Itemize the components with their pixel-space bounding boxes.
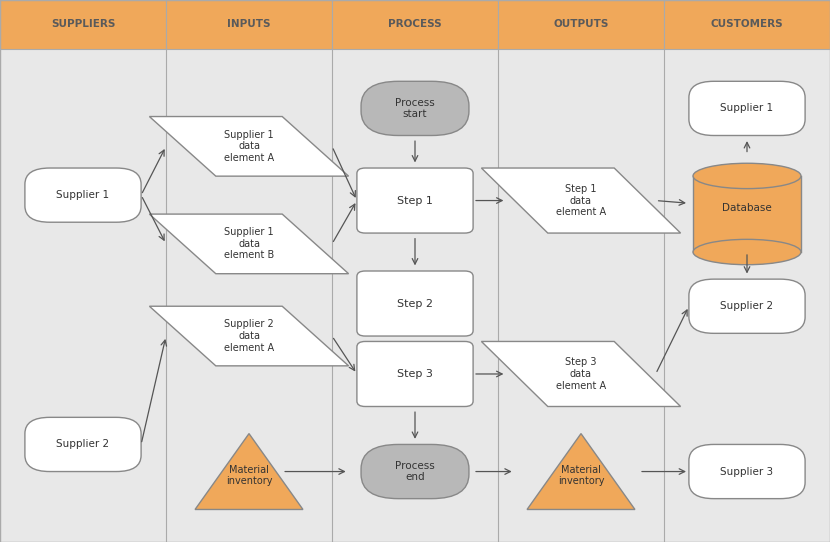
FancyBboxPatch shape	[361, 81, 469, 136]
Text: SUPPLIERS: SUPPLIERS	[51, 20, 115, 29]
FancyBboxPatch shape	[25, 417, 141, 472]
Polygon shape	[195, 434, 303, 509]
Text: Supplier 3: Supplier 3	[720, 467, 774, 476]
Ellipse shape	[693, 240, 801, 264]
Text: Supplier 1
data
element A: Supplier 1 data element A	[224, 130, 274, 163]
FancyBboxPatch shape	[25, 168, 141, 222]
Text: CUSTOMERS: CUSTOMERS	[710, 20, 784, 29]
Text: OUTPUTS: OUTPUTS	[554, 20, 608, 29]
Text: INPUTS: INPUTS	[227, 20, 271, 29]
Polygon shape	[481, 168, 681, 233]
Ellipse shape	[693, 163, 801, 189]
Polygon shape	[149, 214, 349, 274]
FancyBboxPatch shape	[357, 341, 473, 406]
Polygon shape	[149, 117, 349, 176]
Text: Process
start: Process start	[395, 98, 435, 119]
Text: Material
inventory: Material inventory	[558, 464, 604, 486]
Text: Step 1: Step 1	[397, 196, 433, 205]
Text: Supplier 2
data
element A: Supplier 2 data element A	[224, 319, 274, 353]
Bar	[0, 0, 166, 49]
Text: Step 2: Step 2	[397, 299, 433, 308]
Text: PROCESS: PROCESS	[388, 20, 442, 29]
Bar	[166, 0, 332, 49]
Text: Supplier 1
data
element B: Supplier 1 data element B	[224, 227, 274, 261]
Text: Supplier 1: Supplier 1	[56, 190, 110, 200]
Text: Material
inventory: Material inventory	[226, 464, 272, 486]
Text: Database: Database	[722, 203, 772, 213]
Text: Step 3
data
element A: Step 3 data element A	[556, 357, 606, 391]
FancyBboxPatch shape	[689, 279, 805, 333]
Bar	[664, 0, 830, 49]
Bar	[498, 0, 664, 49]
FancyBboxPatch shape	[357, 168, 473, 233]
Polygon shape	[481, 341, 681, 406]
Polygon shape	[149, 306, 349, 366]
FancyBboxPatch shape	[689, 444, 805, 499]
Text: Step 1
data
element A: Step 1 data element A	[556, 184, 606, 217]
Text: Supplier 2: Supplier 2	[720, 301, 774, 311]
Text: Supplier 2: Supplier 2	[56, 440, 110, 449]
Text: Process
end: Process end	[395, 461, 435, 482]
Bar	[332, 0, 498, 49]
Polygon shape	[527, 434, 635, 509]
Text: Step 3: Step 3	[397, 369, 433, 379]
FancyBboxPatch shape	[361, 444, 469, 499]
FancyBboxPatch shape	[689, 81, 805, 136]
Bar	[693, 176, 801, 252]
Text: Supplier 1: Supplier 1	[720, 104, 774, 113]
FancyBboxPatch shape	[357, 271, 473, 336]
